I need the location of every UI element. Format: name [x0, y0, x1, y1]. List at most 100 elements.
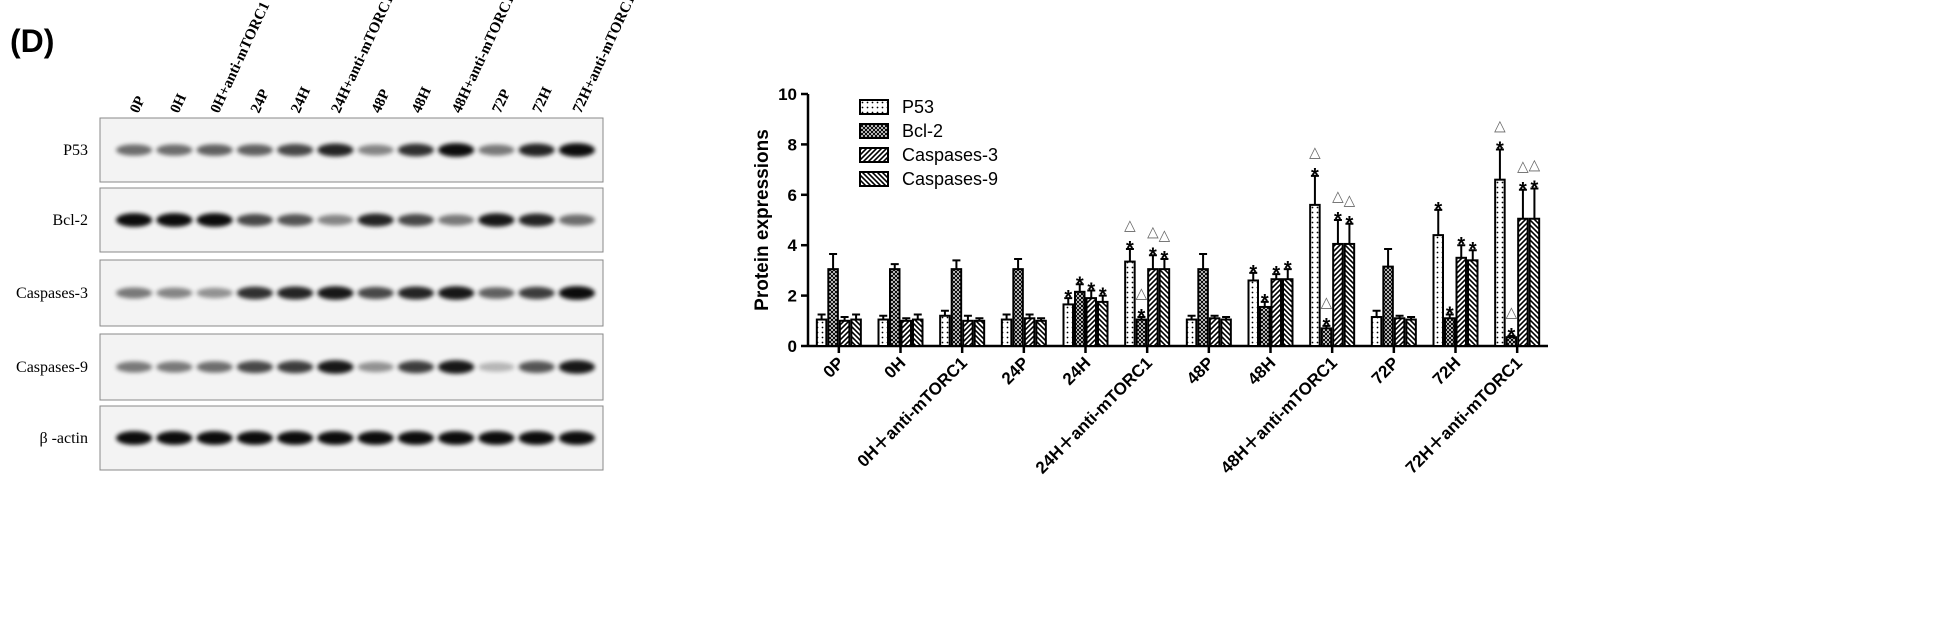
- y-tick-label: 6: [788, 186, 797, 205]
- band: [558, 431, 595, 445]
- band: [277, 431, 314, 445]
- significance-triangle: △: [1136, 285, 1148, 302]
- significance-triangle: △: [1332, 188, 1344, 205]
- y-tick-label: 4: [788, 236, 798, 255]
- bar: [1085, 297, 1097, 347]
- error-bar: [1333, 219, 1342, 244]
- error-bar: [1468, 249, 1477, 261]
- error-bar: [1384, 247, 1393, 267]
- error-bar: [1160, 258, 1169, 270]
- bar: [1023, 317, 1036, 347]
- significance-triangle: △: [1344, 192, 1356, 209]
- error-bar: [1445, 313, 1454, 319]
- x-tick-label: 0H: [881, 353, 910, 382]
- band: [317, 143, 354, 157]
- y-axis-title: Protein expressions: [752, 129, 773, 311]
- error-bar: [1372, 309, 1381, 318]
- band: [357, 144, 394, 156]
- y-tick-label: 8: [788, 135, 797, 154]
- bar: [1494, 178, 1506, 347]
- band: [196, 431, 233, 445]
- row-label: P53: [63, 142, 88, 159]
- error-bar: [963, 314, 972, 321]
- error-bar: [840, 316, 849, 321]
- band: [116, 287, 153, 299]
- lane-label: 72P: [489, 87, 514, 116]
- band: [116, 144, 153, 156]
- x-tick-label: 0P: [820, 353, 848, 381]
- band: [518, 361, 555, 373]
- significance-star: *: [1284, 258, 1292, 280]
- error-bar: [1518, 188, 1527, 219]
- significance-star: *: [1508, 325, 1516, 347]
- band: [236, 360, 273, 374]
- bar: [962, 319, 974, 347]
- x-tick-label: 72P: [1368, 353, 1403, 388]
- bar: [1097, 300, 1109, 347]
- bar: [1517, 217, 1529, 348]
- error-bar: [1222, 316, 1231, 320]
- band: [518, 286, 555, 300]
- band: [317, 286, 354, 300]
- bar: [1467, 259, 1479, 348]
- error-bar: [952, 259, 961, 270]
- band: [478, 431, 515, 445]
- y-tick-label: 2: [788, 287, 797, 306]
- error-bar: [1434, 208, 1443, 236]
- error-bar: [1322, 324, 1331, 329]
- error-bar: [1272, 273, 1281, 280]
- row-label: Caspases-3: [16, 285, 88, 302]
- x-tick-label: 72H＋anti-mTORC1: [1402, 353, 1526, 477]
- bar: [1158, 268, 1171, 348]
- legend-label: Caspases-9: [902, 169, 998, 189]
- band: [357, 286, 394, 300]
- band: [236, 431, 273, 445]
- bar: [1124, 260, 1136, 347]
- bar: [1405, 318, 1417, 348]
- bar: [1147, 268, 1159, 348]
- band: [478, 213, 515, 227]
- band: [317, 214, 354, 226]
- bar: [1185, 318, 1198, 348]
- error-bar: [890, 263, 899, 270]
- significance-triangle: △: [1517, 158, 1529, 175]
- band: [196, 287, 233, 299]
- error-bar: [1187, 314, 1196, 320]
- bar: [815, 318, 828, 348]
- bar: [912, 318, 924, 348]
- bar: [889, 268, 901, 348]
- lane-label: 48P: [369, 87, 394, 116]
- band: [357, 213, 394, 227]
- bar: [838, 319, 851, 347]
- y-tick-label: 10: [778, 85, 797, 104]
- bar: [1208, 317, 1221, 347]
- error-bar: [913, 313, 922, 320]
- band: [236, 213, 273, 227]
- band: [156, 213, 193, 227]
- bar: [1270, 278, 1282, 347]
- bar: [1393, 317, 1406, 347]
- error-bar: [1210, 314, 1219, 319]
- lane-label: 72H: [530, 84, 556, 115]
- x-tick-label: 24H＋anti-mTORC1: [1032, 353, 1156, 477]
- significance-star: *: [1087, 280, 1095, 302]
- bar: [1455, 256, 1467, 347]
- significance-triangle: △: [1321, 294, 1333, 311]
- lane-label: 0H: [167, 91, 190, 115]
- bar: [1247, 279, 1259, 348]
- band: [438, 143, 475, 157]
- bar: [1332, 242, 1344, 347]
- band: [357, 361, 394, 373]
- legend-swatch: [859, 123, 889, 139]
- bar: [827, 268, 839, 348]
- x-tick-label: 24H: [1059, 353, 1094, 388]
- bar: [1035, 319, 1047, 347]
- significance-star: *: [1076, 273, 1084, 295]
- y-tick-label: 0: [788, 337, 797, 356]
- lane-label: 48H: [409, 84, 435, 115]
- significance-star: *: [1469, 239, 1477, 261]
- band: [438, 431, 475, 445]
- error-bar: [1075, 283, 1084, 292]
- band: [277, 286, 314, 300]
- significance-triangle: △: [1159, 227, 1171, 244]
